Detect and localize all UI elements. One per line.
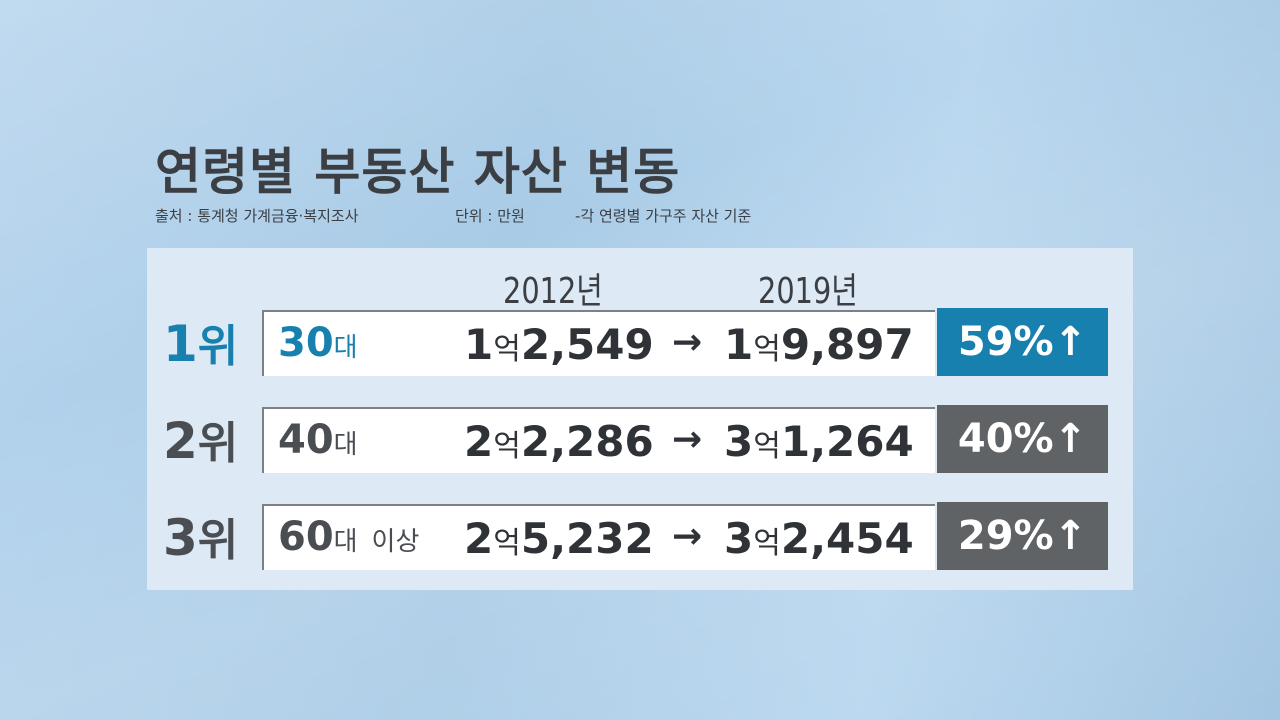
value-man: 5,232 [520,514,654,563]
table-row: 30대 1억2,549 → 1억9,897 [262,310,935,376]
basis-note: -각 연령별 가구주 자산 기준 [575,207,752,225]
source-note: 출처 : 통계청 가계금융·복지조사 [155,207,359,225]
rank-label: 2위 [163,407,238,471]
value-man: 2,454 [780,514,914,563]
value-unit: 억 [753,332,781,367]
value-man: 2,549 [520,320,654,369]
table-row: 60대 이상 2억5,232 → 3억2,454 [262,504,935,570]
change-badge: 59%↑ [937,308,1108,376]
change-badge: 40%↑ [937,405,1108,473]
age-group: 40대 [278,417,358,463]
value-eok: 3 [724,417,754,466]
value-2012: 2억2,286 [464,417,654,466]
value-unit: 억 [493,429,521,464]
table-row: 40대 2억2,286 → 3억1,264 [262,407,935,473]
arrow-right-icon: → [672,322,703,363]
value-2019: 3억2,454 [724,514,914,563]
value-eok: 3 [724,514,754,563]
age-extra: 이상 [371,527,420,557]
value-man: 2,286 [520,417,654,466]
rank-number: 2 [163,412,198,470]
page-title: 연령별 부동산 자산 변동 [155,143,681,201]
arrow-right-icon: → [672,516,703,557]
age-group: 30대 [278,320,358,366]
value-eok: 1 [464,320,494,369]
rank-label: 3위 [163,504,238,568]
arrow-right-icon: → [672,419,703,460]
value-2019: 1억9,897 [724,320,914,369]
age-unit: 대 [333,430,358,460]
value-2019: 3억1,264 [724,417,914,466]
value-eok: 1 [724,320,754,369]
value-2012: 1억2,549 [464,320,654,369]
value-unit: 억 [493,332,521,367]
rank-number: 3 [163,509,198,567]
value-2012: 2억5,232 [464,514,654,563]
age-number: 40 [278,417,334,463]
rank-label: 1위 [163,310,238,374]
value-unit: 억 [753,429,781,464]
value-unit: 억 [753,526,781,561]
rank-number: 1 [163,315,198,373]
column-header-2012: 2012년 [503,271,603,312]
age-number: 60 [278,514,334,560]
unit-note: 단위 : 만원 [455,207,525,225]
value-eok: 2 [464,514,494,563]
rank-unit: 위 [197,418,239,469]
age-unit: 대 [333,333,358,363]
value-eok: 2 [464,417,494,466]
value-man: 9,897 [780,320,914,369]
rank-unit: 위 [197,321,239,372]
rank-unit: 위 [197,515,239,566]
value-unit: 억 [493,526,521,561]
age-number: 30 [278,320,334,366]
column-header-2019: 2019년 [758,271,858,312]
change-badge: 29%↑ [937,502,1108,570]
age-group: 60대 이상 [278,514,419,560]
value-man: 1,264 [780,417,914,466]
age-unit: 대 [333,527,358,557]
